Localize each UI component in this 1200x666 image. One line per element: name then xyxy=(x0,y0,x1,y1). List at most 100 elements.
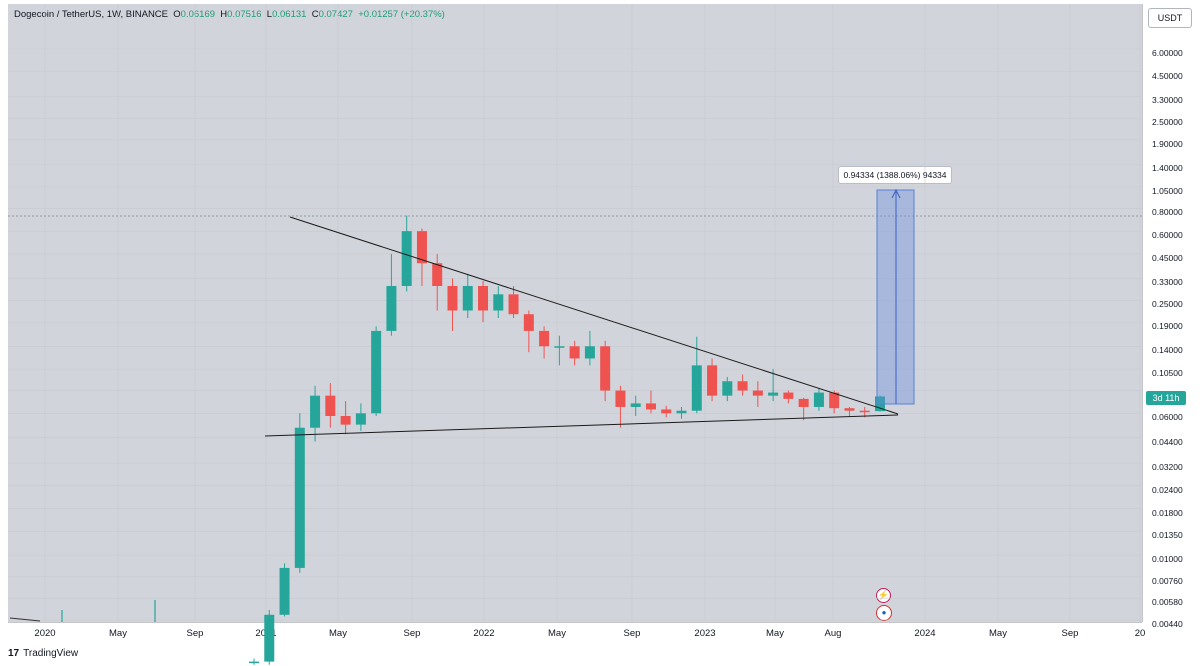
candle-body xyxy=(447,285,458,311)
y-tick-label: 0.01000 xyxy=(1152,554,1183,565)
y-tick-label: 1.90000 xyxy=(1152,138,1183,149)
candle-body xyxy=(432,263,443,286)
lightning-event-icon[interactable]: ⚡ xyxy=(876,588,891,603)
y-tick-label: 0.01800 xyxy=(1152,507,1183,518)
candle-body xyxy=(462,285,473,311)
candle-body xyxy=(386,285,397,331)
candle-body xyxy=(416,231,427,264)
x-tick-label: 20 xyxy=(1134,628,1146,639)
y-tick-label: 0.03200 xyxy=(1152,462,1183,473)
x-tick-label: Aug xyxy=(824,628,842,639)
tradingview-footer[interactable]: 17 TradingView xyxy=(8,648,78,659)
candle-body xyxy=(371,330,382,414)
candle-body xyxy=(264,614,275,662)
candle-body xyxy=(630,403,641,407)
y-tick-label: 0.04400 xyxy=(1152,436,1183,447)
candle-body xyxy=(600,346,611,391)
candle-body xyxy=(401,231,412,286)
chart-plot-area[interactable] xyxy=(8,4,1142,622)
candle-body xyxy=(768,392,779,396)
x-tick-label: May xyxy=(109,628,127,639)
symbol-title: Dogecoin / TetherUS, 1W, BINANCE xyxy=(14,9,168,20)
y-tick-label: 0.25000 xyxy=(1152,299,1183,310)
candle-body xyxy=(539,330,550,347)
x-tick-label: May xyxy=(329,628,347,639)
x-tick-label: 2024 xyxy=(914,628,936,639)
y-tick-label: 0.00760 xyxy=(1152,575,1183,586)
y-tick-label: 0.14000 xyxy=(1152,345,1183,356)
tradingview-logo-icon: 17 xyxy=(8,648,20,659)
symbol-legend: Dogecoin / TetherUS, 1W, BINANCE O0.0616… xyxy=(14,9,445,20)
y-tick-label: 0.33000 xyxy=(1152,277,1183,288)
y-tick-label: 0.19000 xyxy=(1152,321,1183,332)
candle-body xyxy=(584,346,595,359)
candle-body xyxy=(569,346,580,359)
y-tick-label: 1.40000 xyxy=(1152,163,1183,174)
candle-body xyxy=(508,294,519,315)
x-tick-label: Sep xyxy=(403,628,421,639)
candle-body xyxy=(249,661,259,664)
y-tick-label: 0.02400 xyxy=(1152,484,1183,495)
x-tick-label: May xyxy=(989,628,1007,639)
x-tick-label: Sep xyxy=(186,628,204,639)
change-value: +0.01257 (+20.37%) xyxy=(358,9,445,20)
low-label: L xyxy=(266,9,273,20)
y-tick-label: 1.05000 xyxy=(1152,185,1183,196)
candle-body xyxy=(844,408,855,411)
candle-body xyxy=(676,410,687,414)
candle-body xyxy=(279,567,290,615)
y-tick-label: 0.06000 xyxy=(1152,412,1183,423)
high-value: 0.07516 xyxy=(227,9,262,20)
y-tick-label: 0.01350 xyxy=(1152,530,1183,541)
candle-body xyxy=(783,392,794,399)
x-tick-label: 2023 xyxy=(694,628,716,639)
y-tick-label: 0.80000 xyxy=(1152,207,1183,218)
y-tick-label: 0.00580 xyxy=(1152,597,1183,608)
y-tick-label: 0.45000 xyxy=(1152,252,1183,263)
y-tick-label: 4.50000 xyxy=(1152,70,1183,81)
y-tick-label: 0.60000 xyxy=(1152,230,1183,241)
candle-body xyxy=(645,403,656,410)
measure-tool-label: 0.94334 (1388.06%) 94334 xyxy=(838,166,952,184)
tradingview-brand: TradingView xyxy=(23,648,79,659)
countdown-price-tag: 3d 11h xyxy=(1146,391,1186,405)
candle-body xyxy=(355,413,366,425)
high-label: H xyxy=(220,9,228,20)
candle-body xyxy=(722,381,733,396)
candle-body xyxy=(493,294,504,311)
y-tick-label: 0.10500 xyxy=(1152,368,1183,379)
candle-body xyxy=(615,390,626,407)
measure-arrow-head xyxy=(891,188,901,199)
y-tick-label: 2.50000 xyxy=(1152,117,1183,128)
candle-body xyxy=(829,392,840,409)
us-flag-event-icon[interactable]: ● xyxy=(876,605,892,621)
price-axis[interactable]: 6.00000 4.50000 3.30000 2.50000 1.90000 1.400… xyxy=(1142,4,1200,629)
candle-body xyxy=(554,346,565,348)
y-tick-label: 6.00000 xyxy=(1152,48,1183,58)
candle-body xyxy=(752,390,763,396)
x-tick-label: May xyxy=(766,628,784,639)
candle-body xyxy=(859,410,870,413)
low-value: 0.06131 xyxy=(272,9,307,20)
currency-unit-button[interactable]: USDT xyxy=(1148,8,1192,28)
candle-body xyxy=(340,415,351,425)
x-tick-label: Sep xyxy=(1061,628,1079,639)
candle-body xyxy=(661,409,672,414)
candle-body xyxy=(691,365,702,411)
open-label: O xyxy=(173,9,181,20)
candle-body xyxy=(523,314,534,331)
candle-body xyxy=(737,381,748,391)
candle-body xyxy=(310,395,321,428)
support-trendline xyxy=(264,414,899,437)
x-tick-label: Sep xyxy=(623,628,641,639)
close-value: 0.07427 xyxy=(318,9,353,20)
open-value: 0.06169 xyxy=(180,9,216,20)
early-price-line xyxy=(9,617,41,622)
descending-trendline xyxy=(289,216,899,415)
x-tick-label: May xyxy=(548,628,566,639)
y-tick-label: 0.00440 xyxy=(1152,619,1183,629)
candle-body xyxy=(325,395,336,416)
y-tick-label: 3.30000 xyxy=(1152,95,1183,106)
candle-body xyxy=(813,392,824,407)
